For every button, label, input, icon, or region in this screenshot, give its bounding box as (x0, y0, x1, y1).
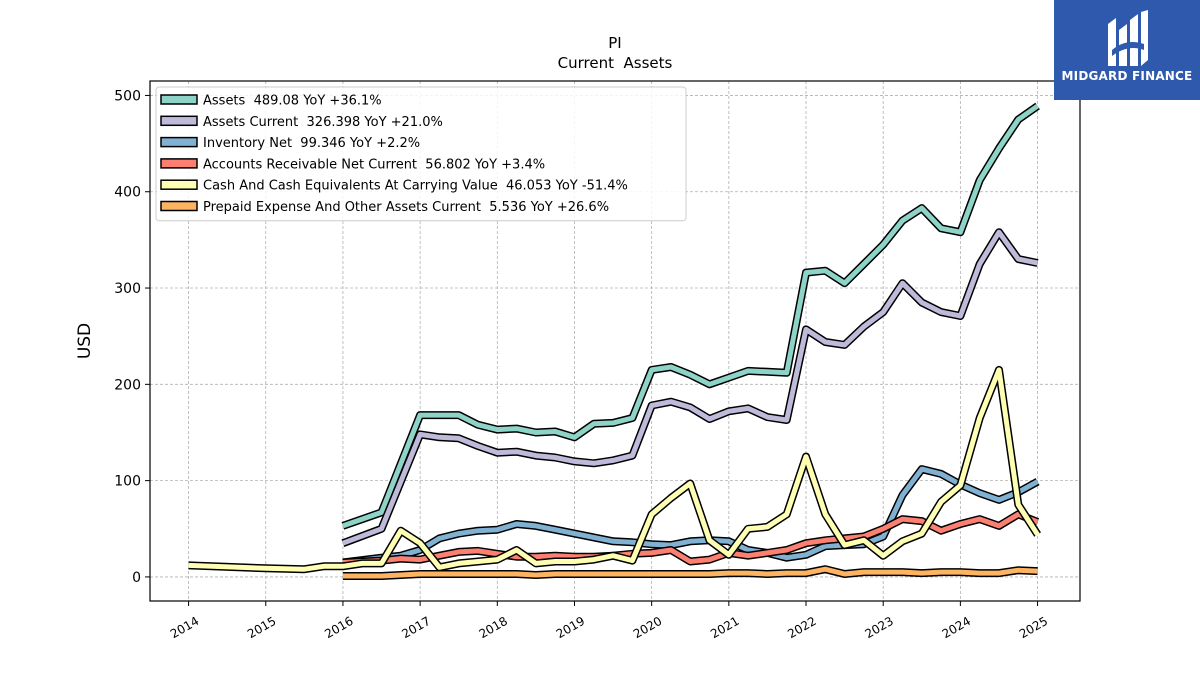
legend-label: Prepaid Expense And Other Assets Current… (203, 200, 609, 215)
x-tick-label: 2022 (785, 614, 818, 641)
y-axis: 0 100 200 300 400 500 (114, 88, 150, 586)
x-tick-label: 2020 (631, 614, 664, 641)
brand-logo: MIDGARD FINANCE (1054, 0, 1200, 100)
legend: Assets 489.08 YoY +36.1% Assets Current 3… (155, 86, 687, 222)
series-line (341, 228, 1039, 547)
legend-box (155, 86, 687, 222)
x-tick-label: 2016 (322, 614, 355, 641)
series-layer (188, 102, 1041, 580)
legend-item: Assets 489.08 YoY +36.1% (160, 94, 382, 109)
series-line-outline (341, 228, 1039, 547)
y-axis-label: USD (75, 323, 95, 359)
brand-name: MIDGARD FINANCE (1061, 69, 1193, 83)
legend-swatch (160, 179, 198, 190)
legend-item: Prepaid Expense And Other Assets Current… (160, 200, 609, 215)
legend-item: Inventory Net 99.346 YoY +2.2% (160, 136, 420, 151)
x-tick-label: 2023 (862, 614, 895, 641)
x-tick-label: 2018 (477, 614, 510, 641)
legend-swatch (160, 200, 198, 212)
series-line-stroke (342, 566, 1038, 579)
x-axis: 2014 2015 2016 2017 2018 2019 2020 2021 2022 2023… (168, 601, 1050, 641)
y-tick-label: 500 (114, 88, 141, 104)
x-tick-label: 2019 (554, 614, 587, 641)
series-line-stroke (342, 466, 1039, 565)
x-tick-label: 2025 (1017, 614, 1050, 641)
y-tick-label: 300 (114, 281, 141, 297)
legend-label: Accounts Receivable Net Current 56.802 Y… (203, 157, 545, 172)
legend-item: Accounts Receivable Net Current 56.802 Y… (160, 157, 545, 172)
legend-label: Cash And Cash Equivalents At Carrying Va… (203, 179, 628, 194)
legend-item: Assets Current 326.398 YoY +21.0% (160, 115, 443, 130)
y-tick-label: 400 (114, 185, 141, 201)
series-line-stroke (342, 229, 1039, 546)
legend-label: Inventory Net 99.346 YoY +2.2% (203, 136, 420, 151)
x-tick-label: 2015 (245, 614, 278, 641)
series-line-stroke (342, 103, 1040, 529)
legend-swatch (160, 136, 198, 148)
legend-label: Assets Current 326.398 YoY +21.0% (203, 115, 443, 130)
series-line (342, 565, 1038, 580)
y-tick-label: 0 (132, 570, 141, 586)
series-line (342, 465, 1040, 567)
legend-swatch (160, 158, 198, 169)
chart-subtitle: Current Assets (558, 54, 673, 72)
legend-item: Cash And Cash Equivalents At Carrying Va… (160, 179, 628, 194)
y-tick-label: 200 (114, 377, 141, 393)
series-line (341, 102, 1040, 530)
series-line-stroke (188, 367, 1040, 572)
x-tick-label: 2021 (708, 614, 741, 641)
plot-frame (149, 80, 1081, 602)
y-tick-label: 100 (114, 474, 141, 490)
chart-title: PI (608, 34, 621, 52)
x-tick-label: 2014 (168, 614, 201, 641)
midgard-logo-icon (1108, 10, 1148, 66)
series-line (188, 365, 1041, 574)
x-tick-label: 2017 (399, 614, 432, 641)
legend-swatch (160, 115, 198, 127)
legend-label: Assets 489.08 YoY +36.1% (203, 94, 382, 109)
x-tick-label: 2024 (940, 614, 973, 641)
legend-swatch (160, 94, 198, 105)
